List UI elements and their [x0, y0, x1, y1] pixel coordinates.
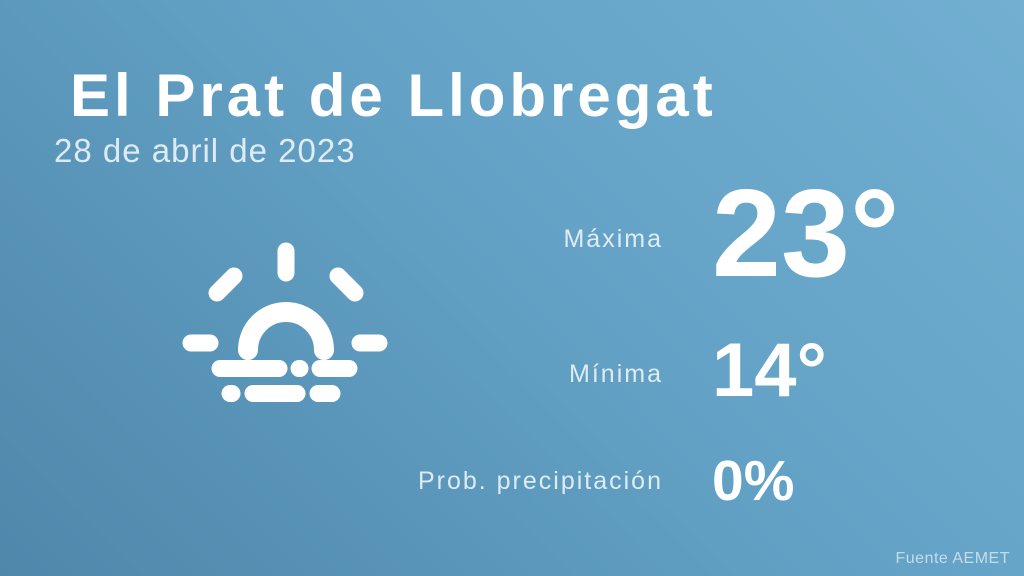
- max-temp-label: Máxima: [563, 225, 663, 253]
- min-temp-label: Mínima: [569, 360, 663, 388]
- location-title: El Prat de Llobregat: [70, 62, 717, 129]
- fog-lines: [182, 334, 388, 402]
- source-credit: Fuente AEMET: [895, 550, 1010, 567]
- sun-haze-icon: [170, 230, 400, 410]
- max-temp-value: 23°: [712, 165, 900, 303]
- min-temp-value: 14°: [712, 328, 827, 413]
- precip-probability-value: 0%: [712, 449, 795, 513]
- sun-rays: [208, 242, 364, 302]
- sun-arc: [238, 302, 334, 360]
- forecast-date: 28 de abril de 2023: [54, 132, 356, 169]
- precip-probability-label: Prob. precipitación: [417, 467, 663, 495]
